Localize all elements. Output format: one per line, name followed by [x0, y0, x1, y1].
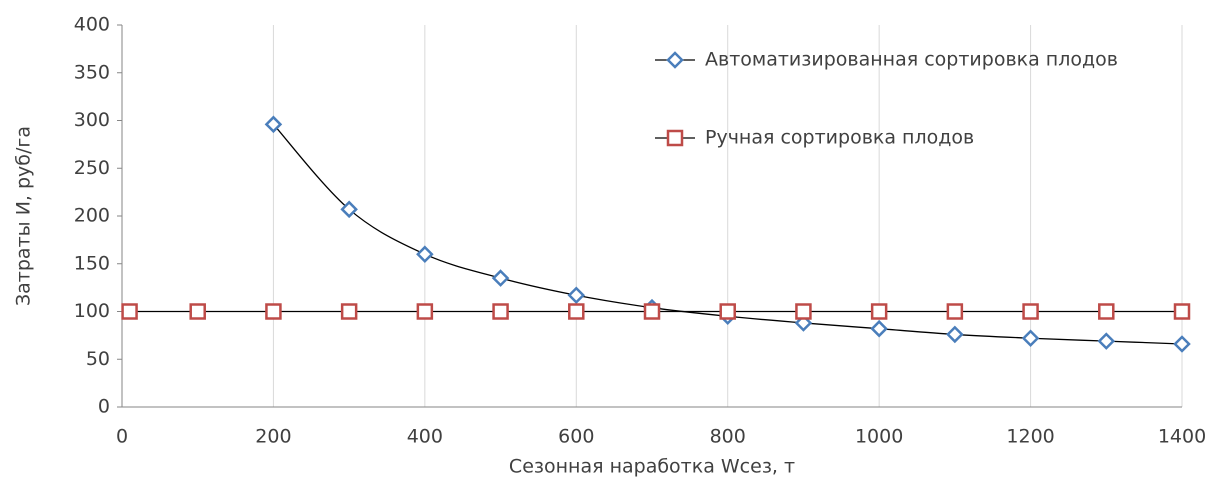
marker: [492, 303, 509, 320]
marker: [1021, 329, 1040, 348]
y-tick-label: 250: [74, 157, 110, 179]
marker: [1173, 303, 1191, 320]
marker: [189, 303, 206, 320]
y-tick-label: 200: [74, 205, 110, 227]
legend-marker: [666, 129, 684, 147]
marker: [870, 303, 888, 320]
y-axis-label: Затраты И, руб/га: [13, 126, 35, 306]
marker: [567, 286, 586, 305]
x-tick-label: 600: [558, 426, 594, 448]
legend-marker: [666, 51, 684, 69]
y-tick-label: 50: [86, 348, 110, 370]
marker: [795, 303, 812, 320]
marker: [946, 325, 964, 344]
marker: [264, 115, 283, 134]
legend-label: Автоматизированная сортировка плодов: [705, 49, 1118, 71]
y-tick-label: 150: [74, 252, 110, 274]
marker: [340, 303, 358, 320]
marker: [121, 303, 138, 320]
y-tick-label: 300: [74, 109, 110, 131]
marker: [416, 303, 434, 320]
x-tick-label: 1000: [855, 426, 903, 448]
marker: [416, 245, 434, 263]
marker: [946, 303, 964, 320]
marker: [491, 269, 510, 287]
x-tick-label: 1400: [1158, 426, 1206, 448]
marker: [719, 303, 736, 320]
x-axis-label: Сезонная наработка Wсез, т: [509, 456, 795, 478]
marker: [1173, 335, 1191, 353]
marker: [643, 303, 661, 320]
y-tick-label: 350: [74, 61, 110, 83]
x-tick-label: 200: [255, 426, 291, 448]
x-tick-label: 0: [116, 426, 128, 448]
legend-label: Ручная сортировка плодов: [705, 127, 974, 149]
x-tick-label: 1200: [1006, 426, 1054, 448]
y-tick-label: 100: [74, 300, 110, 322]
marker: [340, 200, 358, 219]
marker: [870, 319, 888, 338]
marker: [1098, 303, 1115, 320]
x-tick-label: 400: [407, 426, 443, 448]
marker: [1097, 332, 1116, 350]
y-tick-label: 0: [98, 396, 110, 418]
x-tick-label: 800: [710, 426, 746, 448]
y-tick-label: 400: [74, 14, 110, 36]
marker: [265, 303, 282, 320]
marker: [568, 303, 585, 320]
marker: [1022, 303, 1039, 320]
